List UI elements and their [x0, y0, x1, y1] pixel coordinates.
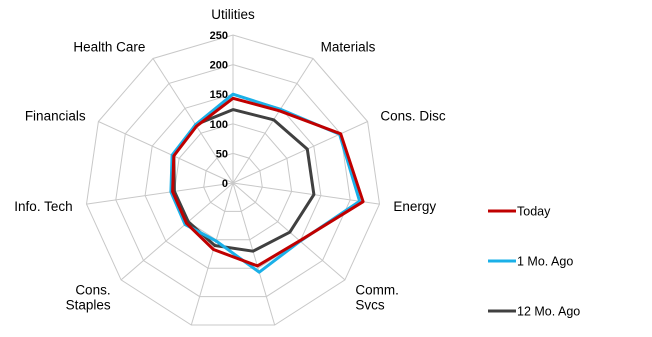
grid-spoke: [232, 121, 368, 184]
grid-spoke: [152, 58, 234, 184]
tick-label: 100: [210, 119, 228, 131]
legend-label: 1 Mo. Ago: [517, 255, 573, 269]
category-labels: Utilities Materials Cons. Disc Energy Comm. S…: [14, 7, 446, 313]
grid-spoke: [98, 121, 234, 184]
category-label: Financials: [25, 109, 86, 124]
legend-label: 12 Mo. Ago: [517, 305, 580, 319]
radial-tick-labels: 0 50 100 150 200 250: [210, 30, 228, 190]
grid-spoke: [86, 182, 234, 205]
category-label: Info. Tech: [14, 199, 72, 214]
category-label: Cons. Disc: [380, 109, 446, 124]
grid-ring: [115, 64, 351, 298]
tick-label: 250: [210, 30, 228, 42]
tick-label: 0: [222, 178, 228, 190]
grid-ring: [203, 152, 263, 212]
category-label: Health Care: [73, 40, 145, 55]
grid-spoke: [232, 182, 380, 205]
tick-label: 50: [216, 148, 228, 160]
legend-label: Today: [517, 205, 551, 219]
series-line-today: [171, 96, 365, 268]
grid-spoke: [232, 182, 276, 326]
grid-ring: [173, 123, 293, 241]
category-label: Utilities: [211, 7, 255, 22]
radar-grid: [85, 34, 381, 326]
radar-series: [169, 92, 365, 274]
grid-spoke: [120, 182, 234, 281]
grid-spoke: [190, 182, 234, 326]
category-label: Energy: [393, 199, 436, 214]
tick-label: 200: [210, 60, 228, 72]
category-label: Materials: [321, 40, 376, 55]
tick-label: 150: [210, 89, 228, 101]
grid-ring: [85, 34, 381, 326]
category-label: Cons. Staples: [66, 283, 111, 313]
legend: Today 1 Mo. Ago 12 Mo. Ago: [488, 205, 580, 319]
category-label: Comm. Svcs: [355, 283, 399, 313]
grid-ring: [144, 93, 322, 269]
